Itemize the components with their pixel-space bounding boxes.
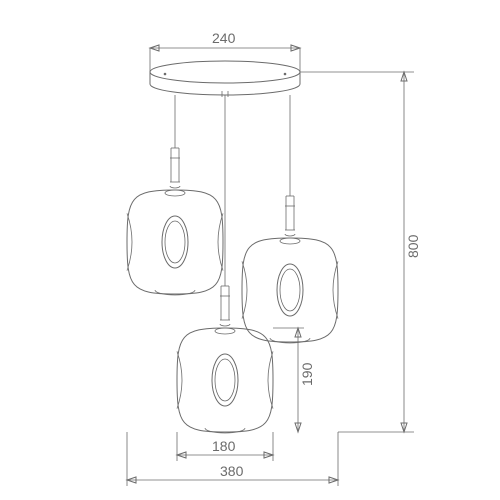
dim-shade-height: 190: [299, 362, 315, 386]
shade-left: [127, 190, 223, 294]
dim-shade-width: 180: [212, 438, 236, 454]
drawing-canvas: 240 800 190 180 380: [0, 0, 500, 500]
dim-overall-height: 800: [405, 234, 421, 258]
shade-right: [242, 238, 338, 342]
shade-center: [177, 328, 273, 432]
dim-overall-width: 380: [220, 463, 244, 479]
canopy-top: [150, 61, 300, 83]
dim-canopy-width: 240: [212, 30, 236, 46]
